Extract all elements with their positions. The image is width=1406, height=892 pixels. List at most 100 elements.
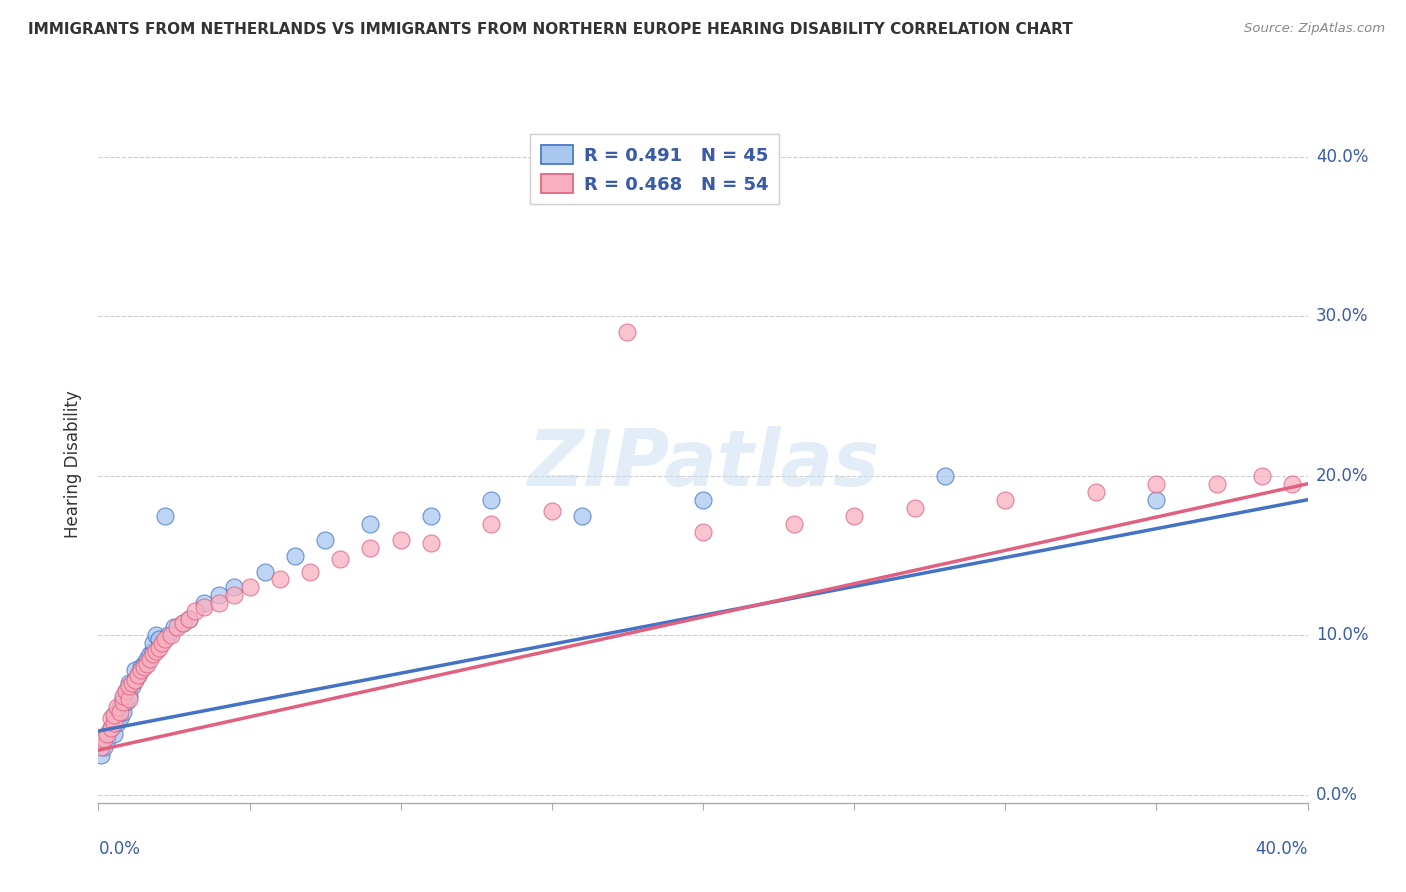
Point [692, 492, 714, 507]
Point [127, 668, 149, 682]
Point [208, 596, 231, 610]
Point [129, 660, 152, 674]
Point [269, 573, 291, 587]
Point [121, 676, 143, 690]
Point [121, 679, 143, 693]
Point [135, 657, 157, 671]
Text: 40.0%: 40.0% [1316, 148, 1368, 166]
Point [100, 711, 122, 725]
Point [105, 716, 128, 731]
Point [1144, 492, 1167, 507]
Point [844, 508, 866, 523]
Point [360, 516, 382, 531]
Text: ZIPatlas: ZIPatlas [527, 425, 879, 502]
Point [904, 500, 927, 515]
Text: 40.0%: 40.0% [1256, 840, 1308, 858]
Point [96, 731, 118, 746]
Point [129, 664, 152, 678]
Point [481, 492, 503, 507]
Point [1251, 468, 1274, 483]
Point [114, 684, 136, 698]
Text: IMMIGRANTS FROM NETHERLANDS VS IMMIGRANTS FROM NORTHERN EUROPE HEARING DISABILIT: IMMIGRANTS FROM NETHERLANDS VS IMMIGRANT… [28, 22, 1073, 37]
Point [1281, 476, 1303, 491]
Point [1085, 484, 1108, 499]
Point [93, 739, 115, 754]
Point [111, 695, 134, 709]
Point [142, 644, 165, 658]
Point [163, 620, 186, 634]
Point [93, 731, 115, 746]
Point [132, 657, 155, 671]
Point [103, 708, 125, 723]
Point [148, 632, 170, 646]
Point [132, 660, 155, 674]
Point [100, 721, 122, 735]
Text: 20.0%: 20.0% [1316, 467, 1368, 485]
Point [150, 636, 173, 650]
Point [142, 636, 165, 650]
Point [127, 668, 149, 682]
Point [118, 689, 141, 703]
Point [139, 648, 162, 662]
Point [118, 679, 141, 693]
Point [284, 549, 307, 563]
Point [103, 727, 125, 741]
Point [160, 628, 183, 642]
Point [111, 692, 134, 706]
Point [208, 589, 231, 603]
Text: 30.0%: 30.0% [1316, 307, 1368, 326]
Point [139, 652, 162, 666]
Point [994, 492, 1017, 507]
Point [692, 524, 714, 539]
Point [103, 716, 125, 731]
Point [114, 684, 136, 698]
Point [239, 581, 262, 595]
Point [224, 581, 246, 595]
Point [90, 747, 112, 762]
Text: 10.0%: 10.0% [1316, 626, 1368, 644]
Point [360, 541, 382, 555]
Point [314, 533, 336, 547]
Point [142, 648, 165, 662]
Point [616, 325, 638, 339]
Point [118, 676, 141, 690]
Point [1206, 476, 1229, 491]
Point [148, 641, 170, 656]
Point [571, 508, 593, 523]
Point [108, 700, 131, 714]
Text: 0.0%: 0.0% [1316, 786, 1358, 804]
Y-axis label: Hearing Disability: Hearing Disability [65, 390, 83, 538]
Point [108, 711, 131, 725]
Point [782, 516, 804, 531]
Point [253, 565, 276, 579]
Point [299, 565, 322, 579]
Point [118, 692, 141, 706]
Point [177, 612, 201, 626]
Point [193, 596, 215, 610]
Point [1144, 476, 1167, 491]
Point [389, 533, 412, 547]
Point [103, 708, 125, 723]
Point [145, 628, 167, 642]
Point [90, 739, 112, 754]
Point [114, 695, 136, 709]
Point [172, 615, 194, 630]
Point [100, 721, 122, 735]
Point [184, 604, 207, 618]
Point [166, 620, 188, 634]
Legend: R = 0.491   N = 45, R = 0.468   N = 54: R = 0.491 N = 45, R = 0.468 N = 54 [530, 134, 779, 204]
Text: 0.0%: 0.0% [98, 840, 141, 858]
Point [124, 664, 146, 678]
Point [111, 705, 134, 719]
Text: Source: ZipAtlas.com: Source: ZipAtlas.com [1244, 22, 1385, 36]
Point [153, 508, 176, 523]
Point [111, 689, 134, 703]
Point [172, 615, 194, 630]
Point [419, 536, 441, 550]
Point [156, 628, 179, 642]
Point [419, 508, 441, 523]
Point [934, 468, 956, 483]
Point [224, 589, 246, 603]
Point [145, 644, 167, 658]
Point [124, 673, 146, 687]
